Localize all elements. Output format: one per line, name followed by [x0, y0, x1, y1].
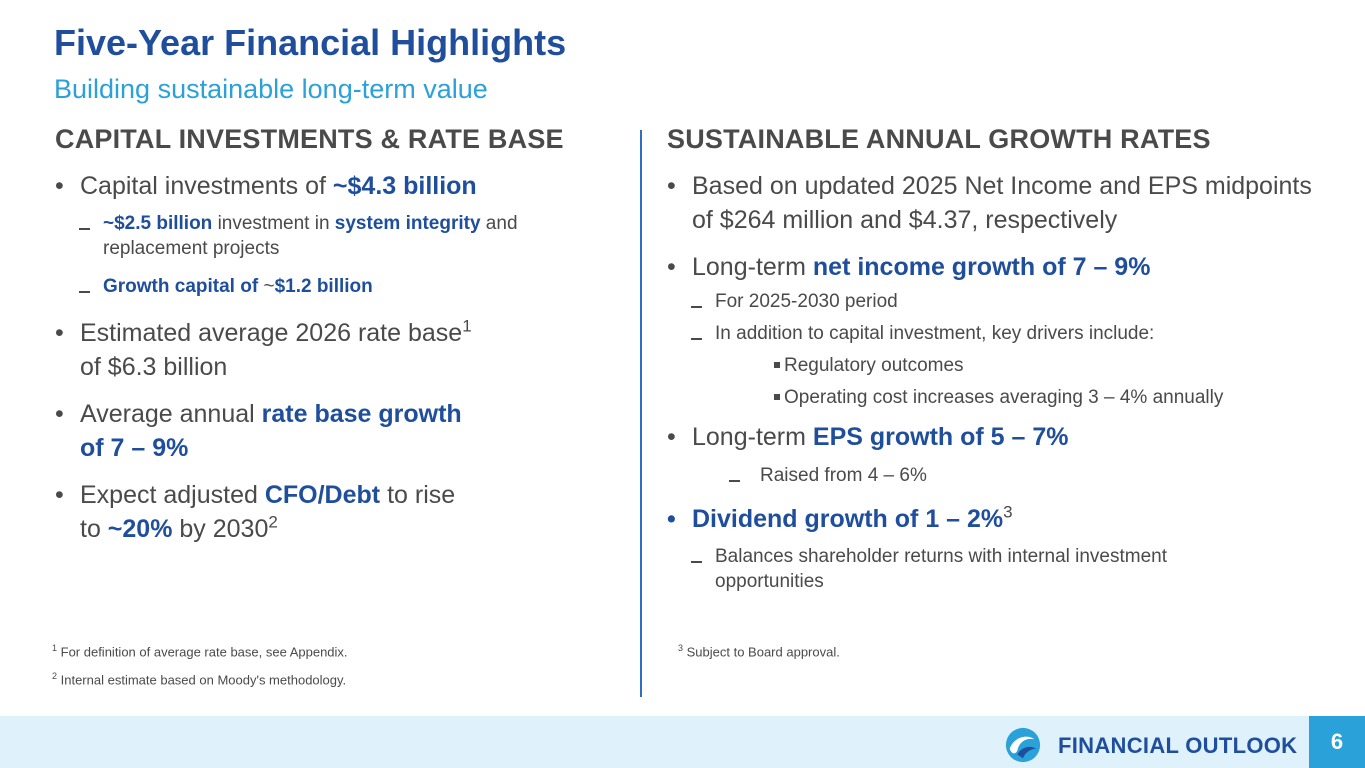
bullet-rate-base-growth: Average annual rate base growth of 7 – 9… — [55, 397, 630, 465]
right-column: SUSTAINABLE ANNUAL GROWTH RATES Based on… — [667, 124, 1347, 594]
sub-balances: Balances shareholder returns with intern… — [667, 544, 1267, 594]
subsub-regulatory: Regulatory outcomes — [667, 353, 1347, 378]
subsub-operating-cost: Operating cost increases averaging 3 – 4… — [667, 385, 1347, 410]
left-heading: CAPITAL INVESTMENTS & RATE BASE — [55, 124, 564, 154]
bullet-capital-investments: Capital investments of ~$4.3 billion — [55, 169, 630, 203]
footnote-3: 3 Subject to Board approval. — [678, 643, 840, 660]
bullet-cfo-debt: Expect adjusted CFO/Debt to rise to ~20%… — [55, 478, 630, 546]
left-column: CAPITAL INVESTMENTS & RATE BASE Capital … — [55, 124, 630, 546]
page-number: 6 — [1309, 716, 1365, 768]
sub-raised-from: Raised from 4 – 6% — [667, 463, 1347, 488]
bullet-eps-growth: Long-term EPS growth of 5 – 7% — [667, 420, 1347, 454]
page-title: Five-Year Financial Highlights — [54, 22, 567, 63]
footnote-2: 2 Internal estimate based on Moody's met… — [52, 671, 347, 688]
footnote-1: 1 For definition of average rate base, s… — [52, 643, 348, 660]
sub-period: For 2025-2030 period — [667, 289, 1347, 314]
bullet-rate-base-2026: Estimated average 2026 rate base1 of $6.… — [55, 316, 630, 384]
sub-key-drivers: In addition to capital investment, key d… — [667, 321, 1347, 346]
column-divider — [640, 130, 642, 697]
wave-swirl-icon — [1005, 727, 1041, 763]
footer-section-label: FINANCIAL OUTLOOK — [1058, 733, 1298, 758]
bullet-updated-2025: Based on updated 2025 Net Income and EPS… — [667, 169, 1317, 237]
sub-system-integrity: ~$2.5 billion investment in system integ… — [55, 211, 615, 261]
footer-bar — [0, 716, 1365, 768]
sub-growth-capital: Growth capital of ~$1.2 billion — [55, 274, 630, 299]
page-subtitle: Building sustainable long-term value — [54, 74, 488, 104]
right-heading: SUSTAINABLE ANNUAL GROWTH RATES — [667, 124, 1211, 154]
bullet-dividend-growth: Dividend growth of 1 – 2%3 — [667, 502, 1347, 536]
bullet-net-income-growth: Long-term net income growth of 7 – 9% — [667, 250, 1347, 284]
